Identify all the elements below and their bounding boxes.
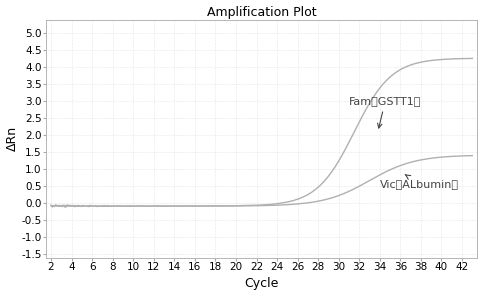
Text: Vic（ALbumin）: Vic（ALbumin） xyxy=(380,175,459,189)
Text: Fam（GSTT1）: Fam（GSTT1） xyxy=(349,96,421,128)
Title: Amplification Plot: Amplification Plot xyxy=(207,6,316,19)
X-axis label: Cycle: Cycle xyxy=(244,277,279,290)
Y-axis label: ΔRn: ΔRn xyxy=(6,126,18,151)
